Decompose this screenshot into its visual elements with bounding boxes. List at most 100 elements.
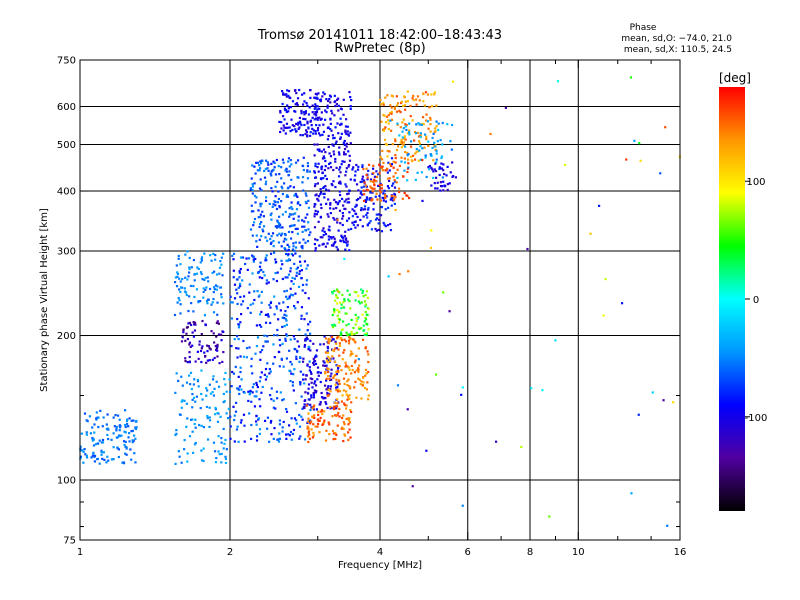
data-point bbox=[193, 272, 197, 276]
data-point bbox=[289, 360, 292, 364]
data-point bbox=[364, 199, 367, 202]
data-point bbox=[263, 176, 267, 179]
data-point bbox=[311, 377, 314, 381]
data-point bbox=[300, 112, 303, 115]
data-point bbox=[353, 220, 356, 224]
data-point bbox=[384, 193, 387, 196]
data-point bbox=[327, 162, 331, 166]
data-point bbox=[347, 339, 351, 342]
data-point bbox=[287, 230, 291, 234]
data-point bbox=[291, 248, 295, 251]
data-point bbox=[293, 277, 297, 280]
data-point bbox=[347, 418, 350, 422]
data-point bbox=[408, 122, 411, 125]
data-point bbox=[325, 402, 328, 405]
data-point bbox=[313, 414, 316, 417]
data-point bbox=[383, 114, 386, 117]
data-point bbox=[215, 321, 219, 325]
data-point bbox=[258, 169, 261, 172]
data-point bbox=[297, 127, 300, 130]
data-point bbox=[363, 193, 366, 196]
data-point bbox=[331, 415, 334, 418]
data-point bbox=[321, 157, 325, 160]
data-point bbox=[192, 320, 195, 324]
data-point bbox=[266, 161, 269, 164]
data-point bbox=[267, 315, 270, 318]
data-point bbox=[363, 179, 366, 182]
data-point bbox=[287, 94, 290, 97]
data-point bbox=[282, 301, 285, 304]
data-point bbox=[267, 281, 270, 284]
data-point bbox=[344, 153, 347, 156]
data-point bbox=[446, 182, 449, 186]
data-point bbox=[220, 339, 223, 342]
data-point bbox=[124, 425, 127, 429]
data-point bbox=[118, 424, 122, 427]
data-point bbox=[382, 192, 385, 195]
data-point bbox=[329, 101, 332, 104]
data-point bbox=[298, 360, 301, 363]
data-point bbox=[273, 166, 276, 169]
data-point bbox=[175, 285, 179, 288]
data-point bbox=[178, 455, 181, 458]
data-point bbox=[375, 192, 378, 195]
data-point bbox=[314, 203, 317, 206]
data-point bbox=[335, 140, 338, 143]
data-point bbox=[222, 302, 225, 305]
data-point bbox=[95, 417, 98, 420]
data-point bbox=[220, 441, 223, 444]
data-point bbox=[282, 92, 285, 95]
data-point bbox=[260, 325, 263, 328]
data-point bbox=[217, 450, 220, 453]
data-point bbox=[393, 192, 396, 196]
data-point bbox=[300, 109, 303, 112]
data-point bbox=[253, 290, 256, 293]
data-point bbox=[133, 434, 136, 437]
data-point bbox=[313, 184, 317, 188]
data-point bbox=[259, 167, 262, 170]
data-point bbox=[381, 149, 384, 153]
data-point bbox=[264, 199, 268, 203]
data-point bbox=[335, 389, 338, 392]
data-point bbox=[258, 276, 261, 279]
data-point bbox=[297, 219, 300, 222]
data-point bbox=[216, 301, 219, 304]
data-point bbox=[95, 411, 98, 414]
data-point bbox=[364, 347, 367, 350]
data-point bbox=[324, 396, 327, 400]
data-point bbox=[334, 431, 337, 435]
data-point bbox=[317, 92, 320, 95]
data-point bbox=[384, 208, 387, 211]
data-point bbox=[306, 425, 309, 428]
data-point bbox=[220, 461, 223, 464]
data-point bbox=[301, 103, 305, 106]
data-point bbox=[309, 231, 312, 234]
data-point bbox=[413, 130, 417, 134]
data-point bbox=[363, 320, 366, 323]
data-point bbox=[114, 413, 117, 417]
data-point bbox=[131, 440, 134, 444]
data-point bbox=[100, 453, 103, 456]
data-point bbox=[291, 276, 294, 280]
data-point bbox=[250, 204, 253, 207]
data-point bbox=[411, 119, 414, 122]
data-point bbox=[349, 105, 352, 108]
data-point bbox=[392, 160, 395, 163]
data-point bbox=[189, 371, 193, 374]
data-point bbox=[275, 305, 278, 308]
data-point bbox=[260, 310, 263, 314]
data-point bbox=[304, 337, 307, 341]
data-point bbox=[371, 190, 374, 193]
data-point bbox=[224, 371, 227, 375]
data-point bbox=[280, 177, 283, 180]
data-point bbox=[326, 391, 329, 395]
data-point bbox=[403, 95, 406, 98]
data-point bbox=[335, 103, 338, 106]
data-point bbox=[292, 217, 295, 220]
data-point bbox=[301, 175, 305, 179]
data-point bbox=[431, 146, 434, 150]
data-point bbox=[401, 142, 404, 145]
data-point bbox=[334, 157, 337, 161]
data-point bbox=[428, 168, 431, 171]
data-point bbox=[245, 347, 249, 350]
